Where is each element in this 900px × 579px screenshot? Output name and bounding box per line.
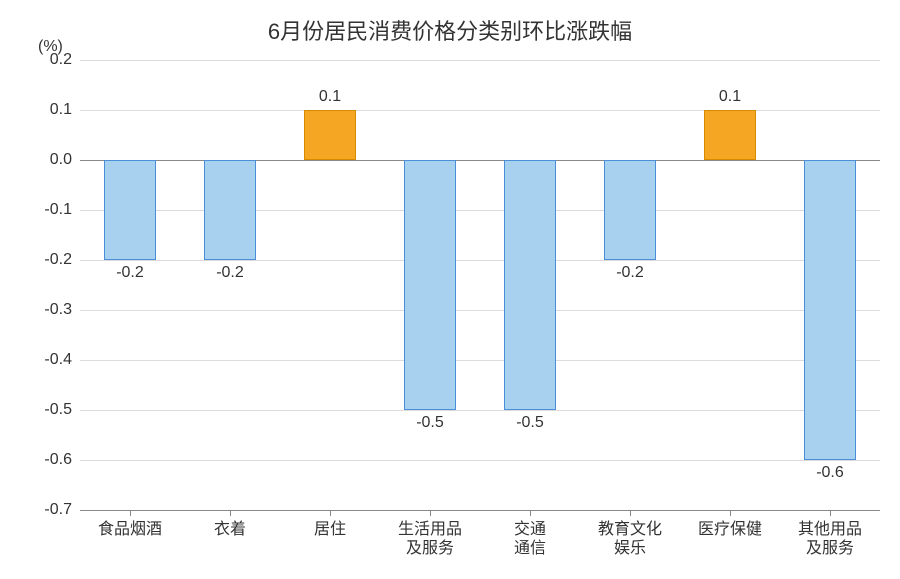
bar-value-label: -0.6 [780, 464, 880, 482]
gridline [80, 460, 880, 461]
y-tick-label: -0.2 [44, 251, 72, 269]
y-tick-label: -0.3 [44, 301, 72, 319]
bar [104, 160, 156, 260]
x-category-label: 食品烟酒 [80, 520, 180, 539]
gridline [80, 260, 880, 261]
bar [304, 110, 356, 160]
y-tick-label: 0.1 [50, 101, 72, 119]
x-category-label: 交通 通信 [480, 520, 580, 558]
x-tick [730, 510, 731, 516]
x-tick [830, 510, 831, 516]
y-tick-label: -0.5 [44, 401, 72, 419]
y-tick-label: 0.2 [50, 51, 72, 69]
bar [604, 160, 656, 260]
gridline [80, 360, 880, 361]
chart-title: 6月份居民消费价格分类别环比涨跌幅 [0, 14, 900, 46]
zero-axis [80, 160, 880, 161]
bar-value-label: 0.1 [680, 88, 780, 106]
y-tick-label: 0.0 [50, 151, 72, 169]
bar-value-label: 0.1 [280, 88, 380, 106]
bar [704, 110, 756, 160]
plot-area: 0.20.10.0-0.1-0.2-0.3-0.4-0.5-0.6-0.7-0.… [80, 60, 880, 510]
bar [204, 160, 256, 260]
bar-value-label: -0.5 [480, 414, 580, 432]
x-tick [630, 510, 631, 516]
x-tick [230, 510, 231, 516]
x-tick [130, 510, 131, 516]
x-category-label: 医疗保健 [680, 520, 780, 539]
x-tick [330, 510, 331, 516]
x-tick [430, 510, 431, 516]
x-category-label: 教育文化 娱乐 [580, 520, 680, 558]
y-tick-label: -0.6 [44, 451, 72, 469]
x-category-label: 衣着 [180, 520, 280, 539]
y-tick-label: -0.4 [44, 351, 72, 369]
x-axis [80, 510, 880, 511]
y-tick-label: -0.7 [44, 501, 72, 519]
x-category-label: 其他用品 及服务 [780, 520, 880, 558]
cpi-chart: 6月份居民消费价格分类别环比涨跌幅 (%) 0.20.10.0-0.1-0.2-… [0, 0, 900, 579]
bar-value-label: -0.2 [180, 264, 280, 282]
bar-value-label: -0.2 [80, 264, 180, 282]
bar-value-label: -0.5 [380, 414, 480, 432]
y-tick-label: -0.1 [44, 201, 72, 219]
bar-value-label: -0.2 [580, 264, 680, 282]
gridline [80, 60, 880, 61]
gridline [80, 310, 880, 311]
x-tick [530, 510, 531, 516]
bar [404, 160, 456, 410]
bar [504, 160, 556, 410]
gridline [80, 210, 880, 211]
gridline [80, 410, 880, 411]
bar [804, 160, 856, 460]
x-category-label: 生活用品 及服务 [380, 520, 480, 558]
gridline [80, 110, 880, 111]
x-category-label: 居住 [280, 520, 380, 539]
